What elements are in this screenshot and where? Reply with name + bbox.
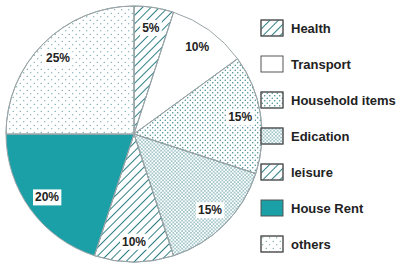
data-label-group: 15% <box>226 109 254 125</box>
data-label-background <box>33 189 61 205</box>
data-label-group: 20% <box>33 189 61 205</box>
data-label-background <box>44 50 72 66</box>
legend-swatch <box>261 20 283 36</box>
legend-item: Edication <box>261 128 350 144</box>
data-label: 25% <box>46 51 70 65</box>
legend-swatch-pattern <box>261 92 283 108</box>
data-label-background <box>140 20 162 36</box>
data-label-group: 15% <box>196 202 224 218</box>
legend-swatch-pattern <box>261 128 283 144</box>
data-label-background <box>120 234 148 250</box>
data-label: 15% <box>228 110 252 124</box>
slice-pattern <box>6 6 134 134</box>
legend-swatch-pattern <box>261 236 283 252</box>
data-label-group: 10% <box>120 234 148 250</box>
slice-pattern <box>94 134 173 262</box>
legend-swatch-pattern <box>261 20 283 36</box>
data-label: 5% <box>142 21 160 35</box>
data-label: 20% <box>35 190 59 204</box>
data-label: 10% <box>185 40 209 54</box>
legend-label: others <box>291 237 331 252</box>
legend-swatch <box>261 164 283 180</box>
legend-item: Transport <box>261 56 352 72</box>
legend-swatch <box>261 128 283 144</box>
data-label: 10% <box>122 235 146 249</box>
legend-label: Edication <box>291 129 350 144</box>
data-label-group: 25% <box>44 50 72 66</box>
legend-label: leisure <box>291 165 333 180</box>
data-label-background <box>196 202 224 218</box>
legend-swatch <box>261 56 283 72</box>
legend-label: Household items <box>291 93 396 108</box>
legend-swatch <box>261 92 283 108</box>
pie <box>6 6 262 262</box>
legend-label: House Rent <box>291 201 364 216</box>
legend-swatch-pattern <box>261 164 283 180</box>
legend-item: House Rent <box>261 200 364 216</box>
legend-item: Health <box>261 20 331 36</box>
data-labels: 5% 10% 15% 15% 10% 20% 25% <box>33 20 255 250</box>
chart: 5% 10% 15% 15% 10% 20% 25% Health Transport House… <box>0 0 418 267</box>
legend-swatch <box>261 200 283 216</box>
data-label-background <box>183 39 211 55</box>
legend-label: Transport <box>291 57 352 72</box>
data-label-group: 10% <box>183 39 211 55</box>
legend-item: leisure <box>261 164 333 180</box>
data-label-group: 5% <box>140 20 162 36</box>
pie-slice <box>6 6 134 134</box>
legend-item: Household items <box>261 92 396 108</box>
legend-label: Health <box>291 21 331 36</box>
data-label-background <box>226 109 254 125</box>
legend-item: others <box>261 236 331 252</box>
legend: Health Transport Household items Edication l… <box>261 20 396 252</box>
data-label: 15% <box>198 203 222 217</box>
legend-swatch <box>261 236 283 252</box>
